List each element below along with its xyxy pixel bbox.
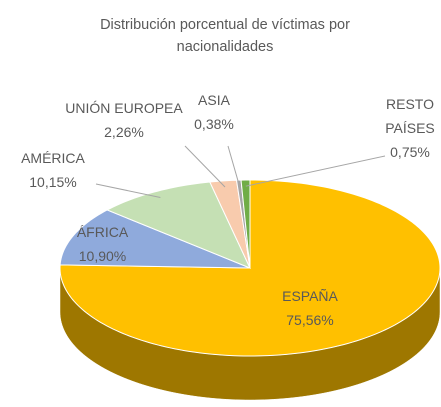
slice	[59, 209, 251, 269]
value-label: 2,26%	[104, 124, 144, 140]
leader-line	[245, 155, 386, 187]
leader-line	[95, 183, 161, 198]
leader-line	[227, 145, 241, 187]
data-label: AMÉRICA 10,15%	[8, 146, 98, 194]
category-label: ASIA	[198, 92, 230, 108]
value-label: 0,75%	[390, 144, 430, 160]
slice	[209, 179, 251, 269]
data-label: ESPAÑA 75,56%	[270, 284, 350, 332]
category-label: UNIÓN EUROPEA	[65, 100, 183, 116]
category-label: AMÉRICA	[21, 150, 85, 166]
category-label: RESTO PAÍSES	[385, 96, 435, 136]
value-label: 10,15%	[29, 174, 77, 190]
data-label: ASIA 0,38%	[186, 88, 242, 136]
data-label: UNIÓN EUROPEA 2,26%	[44, 96, 204, 144]
data-label: ÁFRICA 10,90%	[60, 220, 145, 268]
value-label: 75,56%	[286, 312, 334, 328]
chart-title: Distribución porcentual de víctimas por …	[100, 17, 350, 55]
category-label: ÁFRICA	[76, 224, 129, 240]
value-label: 10,90%	[78, 248, 127, 264]
data-label: RESTO PAÍSES 0,75%	[380, 92, 440, 164]
slice	[105, 181, 251, 269]
slice	[240, 179, 251, 269]
value-label: 0,38%	[194, 116, 234, 132]
leader-line	[184, 145, 226, 188]
category-label: ESPAÑA	[282, 288, 338, 304]
